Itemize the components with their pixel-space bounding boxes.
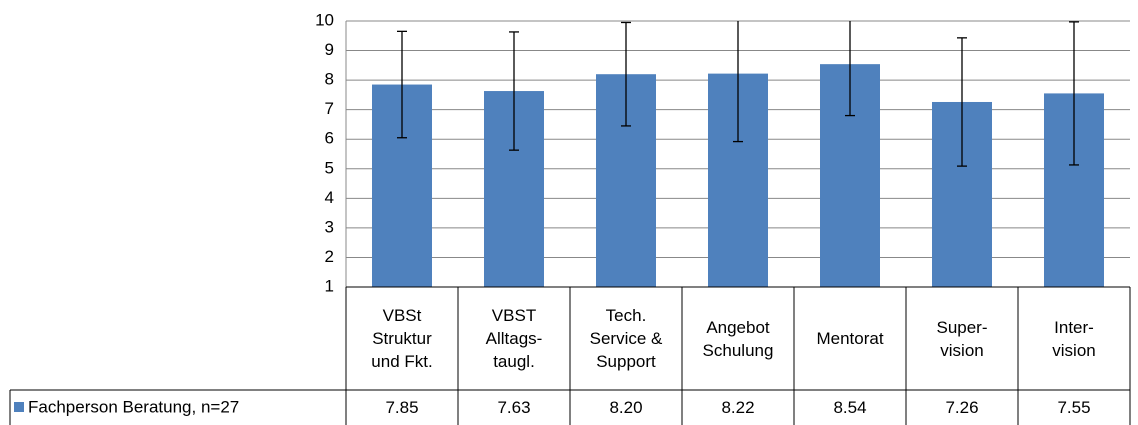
x-tick-label: Angebot Schulung (702, 317, 774, 360)
y-tick-label: 3 (325, 217, 334, 236)
x-tick-label: Super- vision (936, 317, 988, 360)
table-value: 7.85 (385, 397, 419, 417)
legend-label: Fachperson Beratung, n=27 (28, 397, 239, 416)
y-tick-label: 9 (325, 40, 334, 59)
y-tick-label: 1 (325, 276, 334, 295)
table-value: 8.22 (721, 397, 755, 417)
legend-key (14, 402, 24, 412)
y-tick-label: 2 (325, 247, 334, 266)
y-tick-label: 8 (325, 70, 334, 89)
table-value: 8.20 (609, 397, 643, 417)
table-value: 7.55 (1057, 397, 1091, 417)
x-tick-label: Tech. Service & Support (589, 306, 663, 371)
y-tick-label: 5 (325, 158, 334, 177)
x-tick-label: VBST Alltags- taugl. (485, 306, 543, 371)
y-tick-label: 10 (315, 10, 334, 29)
x-tick-label: Mentorat (816, 329, 884, 348)
x-tick-label: Inter- vision (1052, 317, 1096, 360)
bars (372, 21, 1104, 287)
y-tick-label: 7 (325, 99, 334, 118)
table-value: 7.63 (497, 397, 531, 417)
y-tick-label: 6 (325, 129, 334, 148)
y-tick-label: 4 (325, 188, 334, 207)
table-value: 7.26 (945, 397, 979, 417)
x-tick-label: VBSt Struktur und Fkt. (371, 306, 433, 371)
table-value: 8.54 (833, 397, 867, 417)
